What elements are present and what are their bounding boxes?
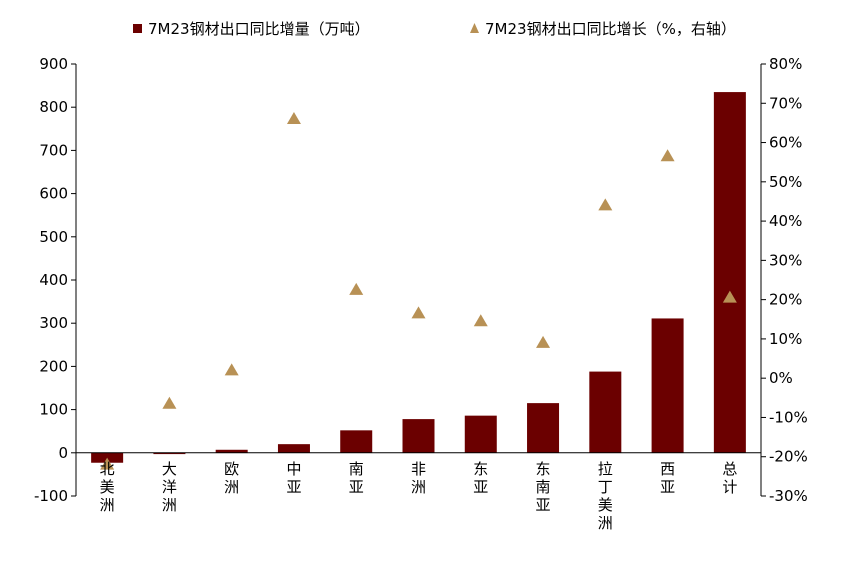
left-tick-label: 400: [39, 271, 68, 289]
growth-marker: [598, 198, 613, 211]
right-tick-label: 60%: [769, 134, 802, 152]
bar: [340, 430, 373, 453]
category-label-char: 西: [660, 460, 675, 478]
left-tick-label: 200: [39, 357, 68, 375]
category-label-char: 东: [473, 460, 488, 478]
chart-legend: 7M23钢材出口同比增量（万吨） 7M23钢材出口同比增长（%，右轴）: [133, 20, 736, 38]
growth-marker: [473, 314, 488, 327]
right-tick-label: 0%: [769, 369, 793, 387]
left-tick-label: 900: [39, 55, 68, 73]
growth-marker: [286, 111, 301, 124]
right-tick-label: 30%: [769, 251, 802, 269]
category-label-char: 北: [100, 460, 115, 478]
left-tick-label: 500: [39, 228, 68, 246]
legend-label: 7M23钢材出口同比增长（%，右轴）: [485, 20, 736, 38]
left-tick-label: 300: [39, 314, 68, 332]
category-label-char: 洋: [162, 478, 177, 496]
growth-marker: [411, 306, 426, 319]
category-label-char: 亚: [660, 478, 675, 496]
category-label-char: 南: [349, 460, 364, 478]
category-label-char: 洲: [100, 496, 115, 514]
growth-marker: [349, 282, 364, 295]
category-label-char: 亚: [286, 478, 301, 496]
right-tick-label: 50%: [769, 173, 802, 191]
growth-marker: [660, 149, 675, 162]
growth-marker: [536, 335, 551, 348]
category-label-char: 洲: [162, 496, 177, 514]
bar: [464, 415, 497, 453]
bar-series: [91, 92, 746, 463]
right-tick-label: 10%: [769, 330, 802, 348]
left-tick-label: 700: [39, 141, 68, 159]
growth-marker-series: [100, 111, 737, 470]
category-label-char: 东: [536, 460, 551, 478]
left-tick-label: 100: [39, 401, 68, 419]
category-label-char: 计: [722, 478, 737, 496]
category-label-char: 大: [162, 460, 177, 478]
right-tick-label: 20%: [769, 291, 802, 309]
category-label-char: 亚: [349, 478, 364, 496]
left-tick-label: 0: [58, 444, 68, 462]
category-label-char: 亚: [536, 496, 551, 514]
right-tick-label: 70%: [769, 94, 802, 112]
category-label-char: 欧: [224, 460, 239, 478]
left-y-axis: -100 0 100 200 300 400 500 600 700 800 900: [34, 55, 77, 505]
bar: [215, 449, 248, 453]
left-tick-label: 600: [39, 185, 68, 203]
category-label-char: 洲: [224, 478, 239, 496]
right-y-axis: -30% -20% -10% 0% 10% 20% 30% 40% 50% 60% 70% 80%: [760, 55, 808, 505]
right-tick-label: -20%: [769, 448, 808, 466]
right-tick-label: 80%: [769, 55, 802, 73]
bar: [402, 419, 435, 453]
category-label-char: 中: [286, 460, 301, 478]
bar: [589, 371, 622, 453]
category-label-char: 南: [536, 478, 551, 496]
category-label-char: 洲: [598, 514, 613, 532]
category-label-char: 总: [722, 460, 737, 478]
category-label-char: 拉: [598, 460, 613, 478]
left-tick-label: 800: [39, 98, 68, 116]
growth-marker: [100, 457, 115, 470]
left-tick-label: -100: [34, 487, 68, 505]
legend-square-marker: [133, 24, 142, 33]
legend-label: 7M23钢材出口同比增量（万吨）: [148, 20, 370, 38]
category-label-char: 丁: [598, 478, 613, 496]
bar: [713, 92, 746, 453]
right-tick-label: -10%: [769, 408, 808, 426]
category-label-char: 美: [598, 496, 613, 514]
category-label-char: 美: [100, 478, 115, 496]
right-tick-label: 40%: [769, 212, 802, 230]
right-tick-label: -30%: [769, 487, 808, 505]
growth-marker: [162, 396, 177, 409]
category-label-char: 洲: [411, 478, 426, 496]
category-label-char: 亚: [473, 478, 488, 496]
bar: [651, 318, 684, 453]
bar: [277, 444, 310, 453]
bar: [527, 403, 560, 453]
category-label-char: 非: [411, 460, 426, 478]
legend-triangle-marker: [470, 23, 479, 33]
bar: [153, 452, 186, 455]
growth-marker: [722, 290, 737, 303]
growth-marker: [224, 363, 239, 376]
